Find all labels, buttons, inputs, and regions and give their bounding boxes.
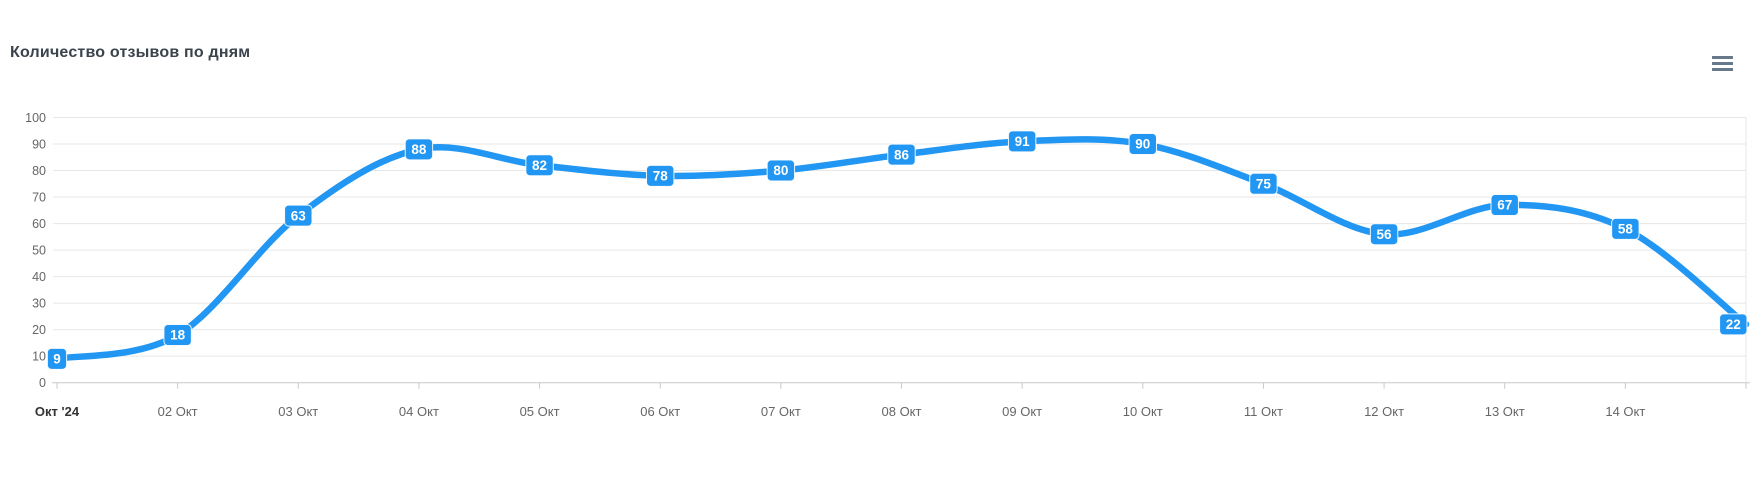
data-label-value: 22 bbox=[1726, 317, 1741, 332]
y-axis-tick-label: 10 bbox=[32, 350, 46, 364]
x-axis-tick-label: 10 Окт bbox=[1123, 404, 1163, 419]
y-axis-tick-label: 50 bbox=[32, 244, 46, 258]
data-label-value: 91 bbox=[1015, 134, 1031, 149]
x-axis-tick-label: 13 Окт bbox=[1485, 404, 1525, 419]
data-label-value: 58 bbox=[1618, 222, 1634, 237]
x-axis-tick-label: 08 Окт bbox=[882, 404, 922, 419]
data-label-value: 82 bbox=[532, 158, 547, 173]
data-label-box bbox=[1007, 130, 1037, 153]
data-label-value: 90 bbox=[1135, 137, 1150, 152]
y-axis-tick-label: 70 bbox=[32, 191, 46, 205]
x-axis-tick-label: 11 Окт bbox=[1244, 404, 1283, 419]
data-label-value: 18 bbox=[170, 328, 186, 343]
data-label-box bbox=[284, 204, 313, 227]
data-label-box bbox=[1249, 172, 1278, 195]
data-label-value: 9 bbox=[53, 352, 61, 367]
data-label-box bbox=[46, 347, 68, 370]
data-label-box bbox=[525, 154, 554, 177]
data-label-value: 88 bbox=[411, 142, 427, 157]
y-axis-tick-label: 0 bbox=[39, 376, 46, 390]
x-axis-tick-label: 05 Окт bbox=[520, 404, 560, 419]
data-label-box bbox=[163, 323, 192, 346]
data-label-value: 67 bbox=[1497, 198, 1512, 213]
data-label-value: 56 bbox=[1377, 227, 1393, 242]
x-axis-tick-label: 06 Окт bbox=[640, 404, 680, 419]
hamburger-icon bbox=[1712, 55, 1733, 71]
x-axis-tick-label: 09 Окт bbox=[1002, 404, 1042, 419]
y-axis-tick-label: 80 bbox=[32, 164, 46, 178]
y-axis-tick-label: 60 bbox=[32, 217, 46, 231]
x-axis-tick-label: Окт '24 bbox=[35, 404, 80, 419]
data-label-box bbox=[404, 138, 434, 161]
x-axis-tick-label: 14 Окт bbox=[1605, 404, 1645, 419]
y-axis-tick-label: 30 bbox=[32, 297, 46, 311]
data-label-box bbox=[1490, 194, 1519, 217]
data-label-value: 75 bbox=[1256, 177, 1272, 192]
data-label-value: 86 bbox=[894, 147, 910, 162]
data-label-box bbox=[766, 159, 796, 182]
x-axis-tick-label: 03 Окт bbox=[278, 404, 318, 419]
data-label-box bbox=[1369, 223, 1399, 246]
data-label-box bbox=[887, 143, 916, 166]
y-axis-tick-label: 90 bbox=[32, 138, 46, 152]
x-axis-tick-label: 02 Окт bbox=[158, 404, 198, 419]
x-axis-tick-label: 04 Окт bbox=[399, 404, 439, 419]
y-axis-tick-label: 100 bbox=[25, 111, 46, 125]
data-label-box bbox=[1719, 313, 1748, 336]
data-label-value: 63 bbox=[291, 208, 307, 223]
data-label-box bbox=[1128, 133, 1157, 156]
data-label-value: 80 bbox=[773, 163, 788, 178]
y-axis-tick-label: 40 bbox=[32, 270, 46, 284]
chart-title: Количество отзывов по дням bbox=[10, 44, 251, 61]
chart-context-menu-button[interactable] bbox=[1710, 52, 1735, 74]
series-line[interactable] bbox=[53, 136, 1750, 363]
data-label-box bbox=[646, 164, 675, 187]
x-axis-tick-label: 12 Окт bbox=[1364, 404, 1404, 419]
data-label-value: 78 bbox=[653, 169, 669, 184]
x-axis-tick-label: 07 Окт bbox=[761, 404, 801, 419]
y-axis-tick-label: 20 bbox=[32, 323, 46, 337]
data-label-box bbox=[1611, 217, 1640, 240]
